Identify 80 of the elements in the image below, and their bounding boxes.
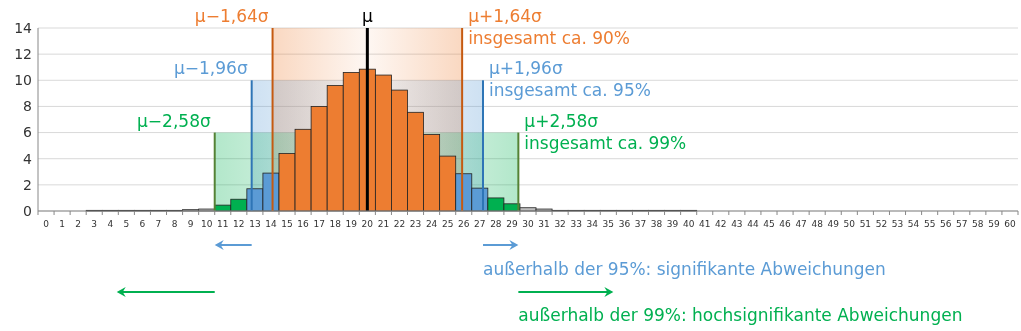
x-tick-label: 55	[923, 219, 936, 229]
x-tick-label: 29	[506, 219, 518, 229]
x-tick-label: 30	[522, 219, 534, 229]
annotation: μ−2,58σ	[137, 110, 211, 131]
y-tick-label: 6	[23, 124, 33, 141]
x-tick-label: 37	[634, 219, 647, 229]
x-tick-label: 11	[217, 219, 229, 229]
x-tick-label: 43	[731, 219, 743, 229]
x-tick-label: 17	[313, 219, 325, 229]
annotation: insgesamt ca. 95%	[489, 80, 651, 101]
text: außerhalb der 95%: signifikante Abweichungen	[483, 259, 886, 279]
x-tick-label: 60	[1004, 219, 1016, 229]
x-tick-label: 21	[377, 219, 390, 229]
x-tick-label: 13	[249, 219, 261, 229]
x-tick-label: 33	[570, 219, 582, 229]
x-tick-label: 5	[123, 219, 130, 229]
x-tick-label: 39	[666, 219, 679, 229]
x-tick-label: 34	[586, 219, 599, 229]
x-tick-label: 41	[698, 219, 711, 229]
x-tick-label: 22	[393, 219, 406, 229]
x-tick-label: 53	[891, 219, 904, 229]
x-tick-label: 27	[474, 219, 486, 229]
x-tick-label: 28	[490, 219, 502, 229]
x-tick-label: 51	[859, 219, 872, 229]
x-tick-label: 58	[972, 219, 984, 229]
y-tick-label: 12	[14, 46, 32, 63]
x-tick-label: 35	[602, 219, 615, 229]
x-tick-label: 32	[554, 219, 566, 229]
x-tick-label: 4	[107, 219, 114, 229]
x-tick-label: 36	[618, 219, 631, 229]
x-tick-label: 12	[233, 219, 245, 229]
y-tick-label: 4	[23, 150, 33, 167]
y-tick-label: 8	[23, 98, 32, 115]
annotation: μ+1,64σ	[468, 6, 543, 26]
x-tick-label: 52	[875, 219, 888, 229]
x-tick-label: 16	[297, 219, 310, 229]
x-tick-label: 1	[59, 219, 65, 229]
x-tick-label: 56	[939, 219, 952, 229]
x-tick-label: 59	[988, 219, 1000, 229]
x-tick-label: 57	[956, 219, 968, 229]
x-tick-label: 6	[139, 219, 146, 229]
annotation: insgesamt ca. 99%	[524, 132, 687, 153]
x-tick-label: 14	[265, 219, 277, 229]
x-tick-label: 49	[827, 219, 840, 229]
x-tick-label: 18	[329, 219, 342, 229]
x-tick-label: 3	[91, 219, 98, 229]
annotation: μ−1,96σ	[173, 58, 248, 79]
x-tick-label: 45	[763, 219, 775, 229]
y-tick-label: 14	[14, 19, 33, 36]
x-tick-label: 46	[779, 219, 792, 229]
y-tick-label: 10	[14, 72, 32, 89]
annotation: μ−1,64σ	[194, 6, 269, 26]
x-tick-label: 26	[458, 219, 470, 229]
annotation: μ	[361, 6, 373, 26]
x-tick-label: 42	[715, 219, 727, 229]
x-tick-label: 7	[155, 219, 162, 229]
annotation: μ+1,96σ	[489, 58, 563, 79]
x-tick-label: 40	[682, 219, 695, 229]
x-tick-label: 0	[43, 219, 50, 229]
x-tick-label: 44	[747, 219, 759, 229]
x-tick-label: 8	[171, 219, 178, 229]
x-tick-label: 2	[75, 219, 82, 229]
x-tick-label: 9	[187, 219, 194, 229]
x-tick-label: 50	[843, 219, 856, 229]
x-tick-label: 19	[345, 219, 358, 229]
x-tick-label: 38	[650, 219, 663, 229]
y-tick-label: 2	[23, 176, 32, 193]
x-tick-label: 10	[200, 219, 213, 229]
text: außerhalb der 99%: hochsignifikante Abweichungen	[518, 305, 963, 325]
x-tick-label: 23	[409, 219, 422, 229]
x-tick-label: 15	[281, 219, 293, 229]
annotation: insgesamt ca. 90%	[468, 28, 631, 48]
x-tick-label: 24	[425, 219, 438, 229]
x-tick-label: 54	[907, 219, 920, 229]
annotation: μ+2,58σ	[524, 110, 599, 131]
x-tick-label: 47	[795, 219, 807, 229]
x-tick-label: 25	[441, 219, 454, 229]
x-tick-label: 20	[361, 219, 374, 229]
x-tick-label: 48	[811, 219, 824, 229]
x-tick-label: 31	[538, 219, 550, 229]
